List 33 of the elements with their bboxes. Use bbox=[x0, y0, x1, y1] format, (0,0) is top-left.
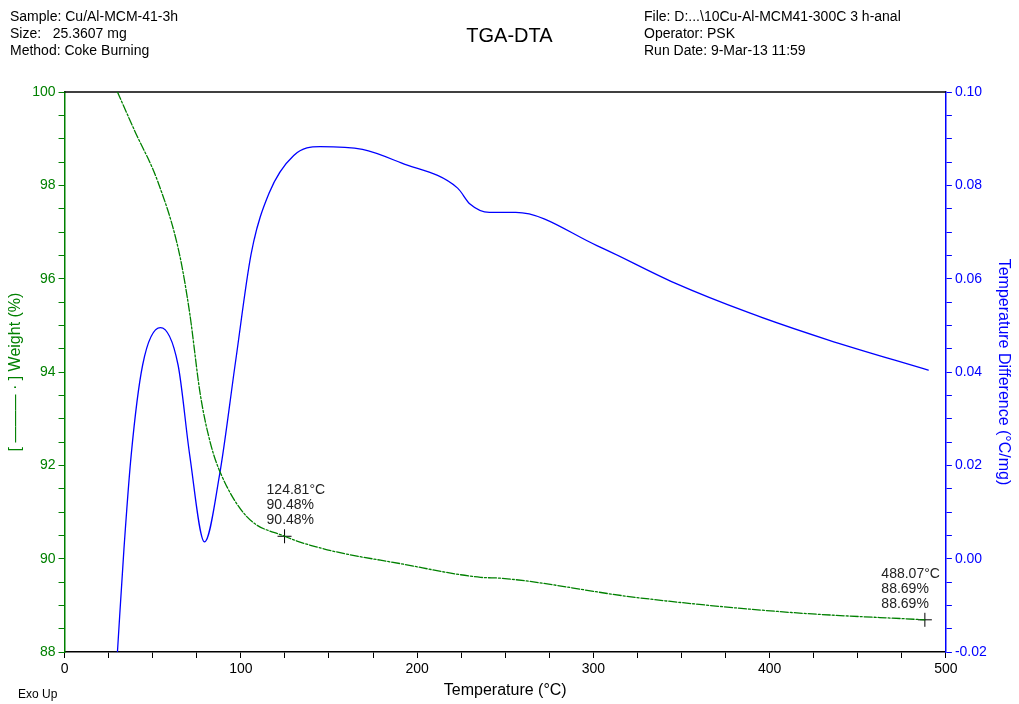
annotation: 124.81°C 90.48% 90.48% bbox=[266, 481, 326, 528]
y-tick-label: 88 bbox=[39, 642, 56, 659]
y-tick-label: 90 bbox=[39, 549, 56, 566]
y-tick-label: 98 bbox=[39, 176, 56, 193]
x-tick-label: 500 bbox=[934, 660, 958, 677]
text: Exo Up bbox=[18, 686, 58, 703]
y2-axis-title: Temperature Difference (°C/mg) bbox=[995, 258, 1013, 486]
y-tick-label: 94 bbox=[39, 362, 56, 379]
x-tick-label: 0 bbox=[60, 660, 69, 677]
text: Sample: Cu/Al-MCM-41-3h bbox=[10, 8, 179, 25]
y2-tick-label: 0.10 bbox=[954, 82, 983, 99]
x-axis-title: Temperature (°C) bbox=[443, 680, 567, 698]
y-tick-label: 96 bbox=[39, 269, 56, 286]
y2-tick-label: 0.02 bbox=[954, 456, 983, 473]
text: File: D:...\10Cu-Al-MCM41-300C 3 h-anal bbox=[644, 8, 901, 25]
text: Run Date: 9-Mar-13 11:59 bbox=[644, 42, 807, 59]
text: Operator: PSK bbox=[644, 25, 737, 42]
x-tick-label: 200 bbox=[405, 660, 429, 677]
y-axis-title: [ ——— · ] Weight (%) bbox=[6, 292, 24, 452]
y2-tick-label: 0.00 bbox=[954, 549, 983, 566]
y2-tick-label: 0.06 bbox=[954, 269, 983, 286]
chart-title: TGA-DTA bbox=[466, 24, 553, 46]
y2-tick-label: 0.08 bbox=[954, 176, 983, 193]
y-tick-label: 100 bbox=[32, 82, 56, 99]
annotation: 488.07°C 88.69% 88.69% bbox=[881, 564, 940, 611]
y2-tick-label: -0.02 bbox=[954, 642, 988, 659]
x-tick-label: 400 bbox=[757, 660, 782, 677]
x-tick-label: 300 bbox=[581, 660, 606, 677]
y-tick-label: 92 bbox=[39, 456, 56, 473]
text: Size: 25.3607 mg bbox=[10, 25, 128, 42]
y2-tick-label: 0.04 bbox=[954, 362, 983, 379]
x-tick-label: 100 bbox=[229, 660, 253, 677]
text: Method: Coke Burning bbox=[10, 42, 151, 59]
